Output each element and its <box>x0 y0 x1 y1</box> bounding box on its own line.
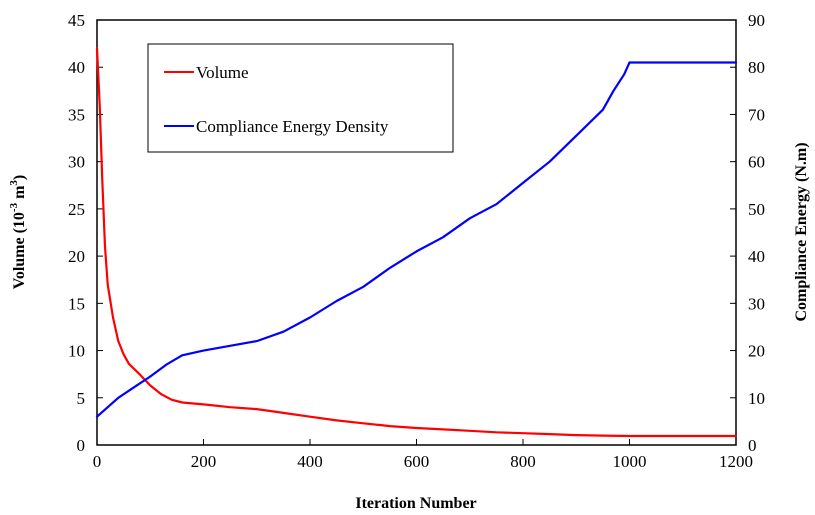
y-right-tick-label: 60 <box>748 153 765 172</box>
volume-series-line <box>95 47 738 438</box>
y-right-tick-label: 40 <box>748 247 765 266</box>
legend-label-compliance: Compliance Energy Density <box>196 117 389 136</box>
y-left-tick-label: 40 <box>68 58 85 77</box>
y-left-tick-label: 20 <box>68 247 85 266</box>
y-right-tick-label: 70 <box>748 105 765 124</box>
x-tick-label: 1000 <box>613 452 647 471</box>
y-right-tick-label: 50 <box>748 200 765 219</box>
y-right-tick-label: 30 <box>748 294 765 313</box>
y-left-tick-label: 30 <box>68 153 85 172</box>
y-axis-left-title: Volume (10-3 m3) <box>8 175 28 290</box>
y-right-tick-label: 0 <box>748 436 757 455</box>
x-tick-label: 200 <box>191 452 217 471</box>
y-right-tick-label: 10 <box>748 389 765 408</box>
x-tick-label: 0 <box>93 452 102 471</box>
legend-box <box>147 43 454 153</box>
x-tick-label: 800 <box>510 452 536 471</box>
compliance-energy-series-line <box>95 61 738 418</box>
y-left-tick-label: 25 <box>68 200 85 219</box>
x-axis: 0 200 400 600 800 1000 1200 <box>93 439 753 471</box>
y-axis-right-title: Compliance Energy (N.m) <box>793 142 810 321</box>
legend: Volume Compliance Energy Density <box>147 43 454 153</box>
y-left-tick-label: 0 <box>77 436 86 455</box>
series-lines <box>95 47 738 438</box>
y-left-tick-label: 45 <box>68 11 85 30</box>
y-axis-left: 0 5 10 15 20 25 30 35 40 45 <box>68 11 103 455</box>
y-left-tick-label: 35 <box>68 105 85 124</box>
legend-label-volume: Volume <box>196 63 249 82</box>
y-axis-right: 0 10 20 30 40 50 60 70 80 90 <box>730 11 765 455</box>
y-left-tick-label: 10 <box>68 342 85 361</box>
y-right-tick-label: 90 <box>748 11 765 30</box>
x-tick-label: 400 <box>297 452 323 471</box>
y-left-tick-label: 5 <box>77 389 86 408</box>
y-right-tick-label: 20 <box>748 342 765 361</box>
x-axis-title: Iteration Number <box>355 495 476 512</box>
y-right-tick-label: 80 <box>748 58 765 77</box>
y-left-tick-label: 15 <box>68 294 85 313</box>
x-tick-label: 1200 <box>719 452 753 471</box>
x-tick-label: 600 <box>404 452 430 471</box>
